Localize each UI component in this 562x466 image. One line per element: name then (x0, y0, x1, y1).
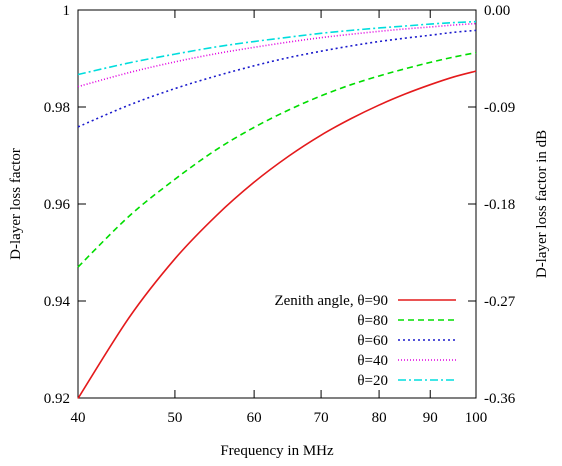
series-lines (77, 20, 477, 399)
legend-label-0: Zenith angle, θ=90 (274, 293, 388, 309)
legend-label-1: θ=80 (357, 313, 388, 329)
legend-label-3: θ=40 (357, 353, 388, 369)
y2-tick-label: 0.00 (484, 3, 510, 19)
x-tick-label: 100 (465, 410, 488, 426)
x-tick-label: 80 (372, 410, 387, 426)
legend: Zenith angle, θ=90 θ=80 θ=60 θ=40 θ=20 (274, 293, 456, 389)
x-axis-label: Frequency in MHz (220, 443, 334, 459)
y2-tick-label: -0.09 (484, 100, 515, 116)
x-tick-label: 40 (71, 410, 86, 426)
y-tick-label: 0.96 (44, 197, 71, 213)
series-line-2 (77, 29, 477, 128)
y2-axis-label: D-layer loss factor in dB (534, 130, 550, 278)
x-tick-label: 70 (314, 410, 329, 426)
y2-tick-label: -0.27 (484, 294, 516, 310)
x-tick-label: 60 (247, 410, 262, 426)
y-tick-label: 0.98 (44, 100, 70, 116)
y-tick-label: 0.94 (44, 294, 71, 310)
y-tick-label: 1 (63, 3, 71, 19)
y-tick-label: 0.92 (44, 391, 70, 407)
series-line-3 (77, 22, 477, 88)
plot-frame (77, 9, 477, 399)
legend-label-2: θ=60 (357, 333, 388, 349)
x-tick-label: 50 (167, 410, 182, 426)
y2-tick-label: -0.36 (484, 391, 516, 407)
x-tick-label: 90 (423, 410, 438, 426)
legend-label-4: θ=20 (357, 373, 388, 389)
y-axis-label: D-layer loss factor (8, 148, 24, 260)
series-line-0 (77, 70, 477, 399)
y2-tick-label: -0.18 (484, 197, 515, 213)
axes: 40 50 60 70 80 90 100 0.92 0.94 0.96 0.98 1 -0.36 -0.… (44, 3, 516, 426)
series-line-1 (77, 51, 477, 268)
series-line-4 (77, 20, 477, 76)
